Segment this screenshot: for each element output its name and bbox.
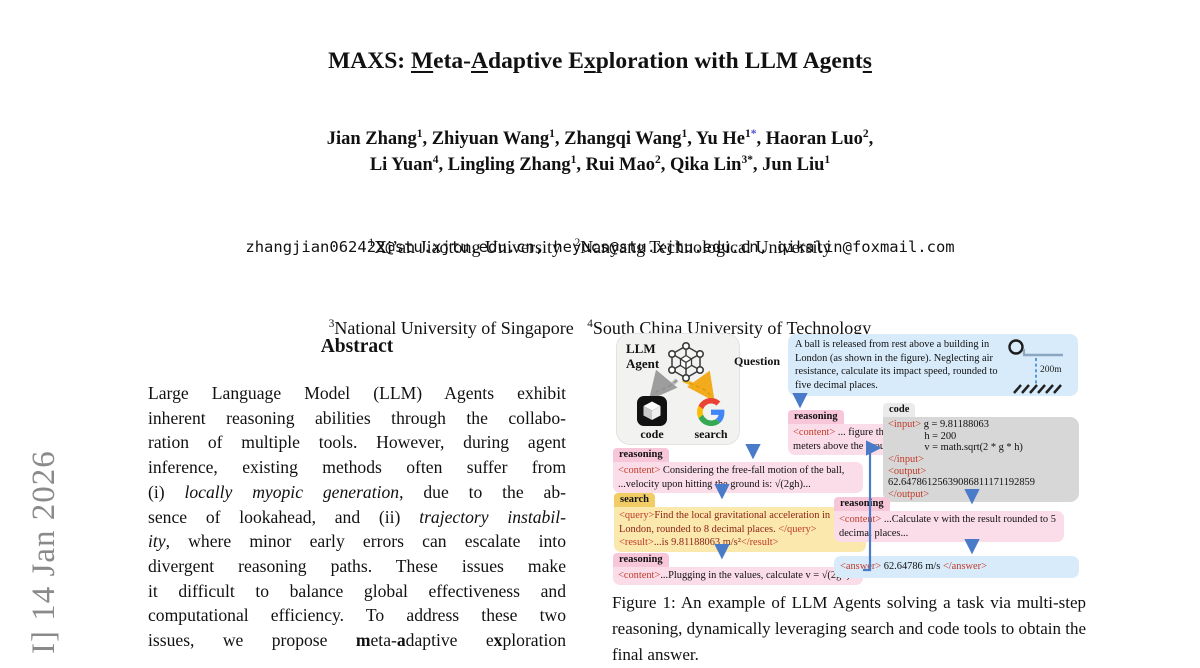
step-body: <content> Considering the free-fall moti… (613, 462, 863, 494)
step-tab: code (883, 403, 916, 417)
step-body: <input> g = 9.81188063 h = 200 v = math.… (883, 417, 1079, 503)
step-body: <content>...Plugging in the values, calc… (613, 567, 863, 585)
step-body: <content> ...Calculate v with the result… (834, 511, 1064, 543)
code-tool-icon (637, 396, 667, 426)
author-emails: zhangjian062422@stu.xjtu.edu.cn, heyucs@… (245, 238, 955, 256)
question-box: A ball is released from rest above a bui… (788, 334, 1078, 396)
figure-caption: Figure 1: An example of LLM Agents solvi… (612, 593, 1086, 664)
step-tab: search (614, 493, 655, 507)
question-text: A ball is released from rest above a bui… (795, 339, 998, 391)
step-tab: reasoning (834, 497, 890, 511)
authors-line-1: Jian Zhang1, Zhiyuan Wang1, Zhangqi Wang… (326, 127, 874, 149)
network-icon (668, 342, 704, 382)
step-code: code <input> g = 9.81188063 h = 200 v = … (883, 399, 1079, 503)
step-reasoning-3: reasoning <content>...Plugging in the va… (613, 549, 863, 585)
ball-drop-diagram: 200m (1008, 339, 1063, 394)
affiliations-line-2: 3National University of Singapore 4South… (328, 318, 872, 338)
step-tab: reasoning (613, 448, 669, 462)
step-search: search <query>Find the local gravitation… (614, 489, 866, 553)
paper-page: I] 14 Jan 2026 MAXS: Meta-Adaptive Explo… (0, 48, 1200, 664)
question-label: Question (734, 354, 781, 368)
paper-title: MAXS: Meta-Adaptive Exploration with LLM… (328, 48, 872, 74)
code-tool-label: code (640, 427, 664, 441)
author-list: Jian Zhang1, Zhiyuan Wang1, Zhangqi Wang… (0, 126, 1200, 178)
height-label: 200m (1040, 365, 1062, 375)
figure-1: LLM Agent (612, 330, 1080, 588)
search-tool-label: search (694, 427, 728, 441)
step-tab: reasoning (613, 553, 669, 567)
step-reasoning-2: reasoning <content> Considering the free… (613, 444, 863, 494)
llm-agent-label: LLM Agent (626, 341, 660, 371)
cube-icon (643, 401, 661, 420)
affiliations: 1Xi’an Jiaotong University 2Nanyang Tech… (0, 180, 1200, 396)
authors-line-2: Li Yuan4, Lingling Zhang1, Rui Mao2, Qik… (369, 153, 831, 175)
abstract-text: Large Language Model (LLM) Agents exhibi… (148, 383, 566, 651)
answer-box: <answer> 62.64786 m/s </answer> (834, 556, 1079, 578)
step-tab: reasoning (788, 410, 844, 424)
step-body: <query>Find the local gravitational acce… (614, 507, 866, 553)
arxiv-watermark: I] 14 Jan 2026 (26, 450, 62, 654)
google-search-icon (697, 398, 725, 426)
llm-agent-box: LLM Agent (616, 333, 740, 445)
affiliations-line-1: 1Xi’an Jiaotong University 2Nanyang Tech… (368, 237, 832, 257)
abstract-heading: Abstract (320, 336, 394, 357)
